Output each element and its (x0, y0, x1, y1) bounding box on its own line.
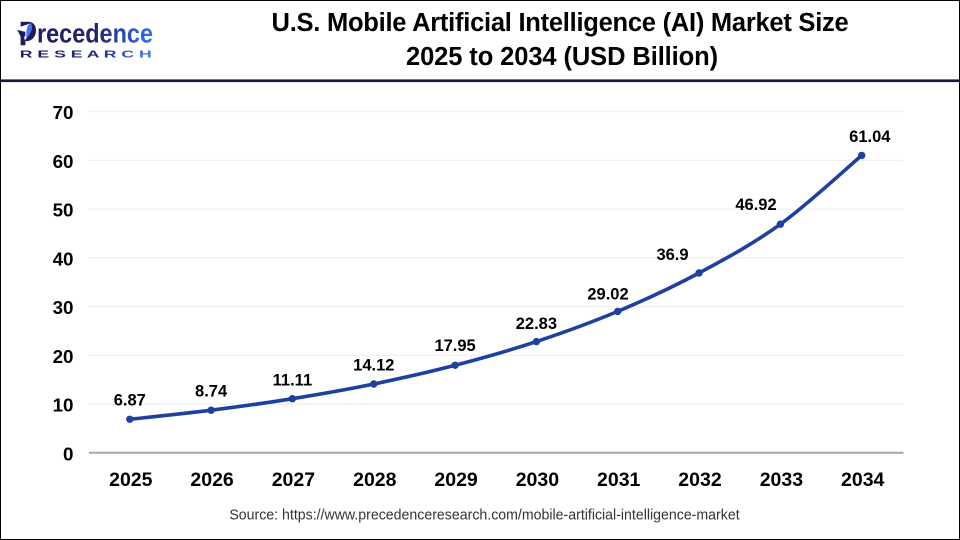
svg-text:40: 40 (53, 248, 74, 269)
svg-text:8.74: 8.74 (195, 383, 228, 401)
svg-text:2032: 2032 (678, 469, 722, 491)
svg-text:22.83: 22.83 (516, 315, 557, 333)
svg-text:70: 70 (53, 102, 74, 123)
svg-text:2030: 2030 (516, 469, 560, 491)
svg-text:14.12: 14.12 (353, 357, 394, 375)
svg-text:recedence: recedence (37, 19, 153, 49)
svg-text:2027: 2027 (272, 469, 315, 491)
svg-text:0: 0 (63, 443, 73, 464)
svg-text:2033: 2033 (760, 469, 804, 491)
svg-text:2034: 2034 (841, 469, 885, 491)
svg-text:61.04: 61.04 (849, 128, 891, 146)
svg-text:46.92: 46.92 (735, 196, 776, 214)
svg-text:11.11: 11.11 (273, 372, 312, 390)
svg-text:29.02: 29.02 (587, 286, 628, 304)
svg-text:2028: 2028 (353, 469, 397, 491)
svg-text:36.9: 36.9 (656, 246, 688, 264)
svg-text:50: 50 (53, 200, 74, 221)
svg-text:20: 20 (53, 346, 74, 367)
svg-text:17.95: 17.95 (434, 337, 475, 355)
svg-text:60: 60 (53, 151, 74, 172)
svg-text:6.87: 6.87 (114, 392, 146, 410)
svg-text:2025 to 2034 (USD Billion): 2025 to 2034 (USD Billion) (406, 43, 718, 71)
svg-text:U.S. Mobile Artificial Intelli: U.S. Mobile Artificial Intelligence (AI)… (272, 9, 849, 37)
svg-text:10: 10 (53, 395, 74, 416)
svg-text:2029: 2029 (434, 469, 478, 491)
svg-text:R E S E A R C H: R E S E A R C H (20, 49, 152, 61)
svg-text:30: 30 (53, 297, 74, 318)
svg-text:2025: 2025 (109, 469, 153, 491)
svg-text:Source: https://www.precedence: Source: https://www.precedenceresearch.c… (229, 507, 739, 523)
svg-text:2026: 2026 (190, 469, 234, 491)
svg-text:2031: 2031 (597, 469, 641, 491)
